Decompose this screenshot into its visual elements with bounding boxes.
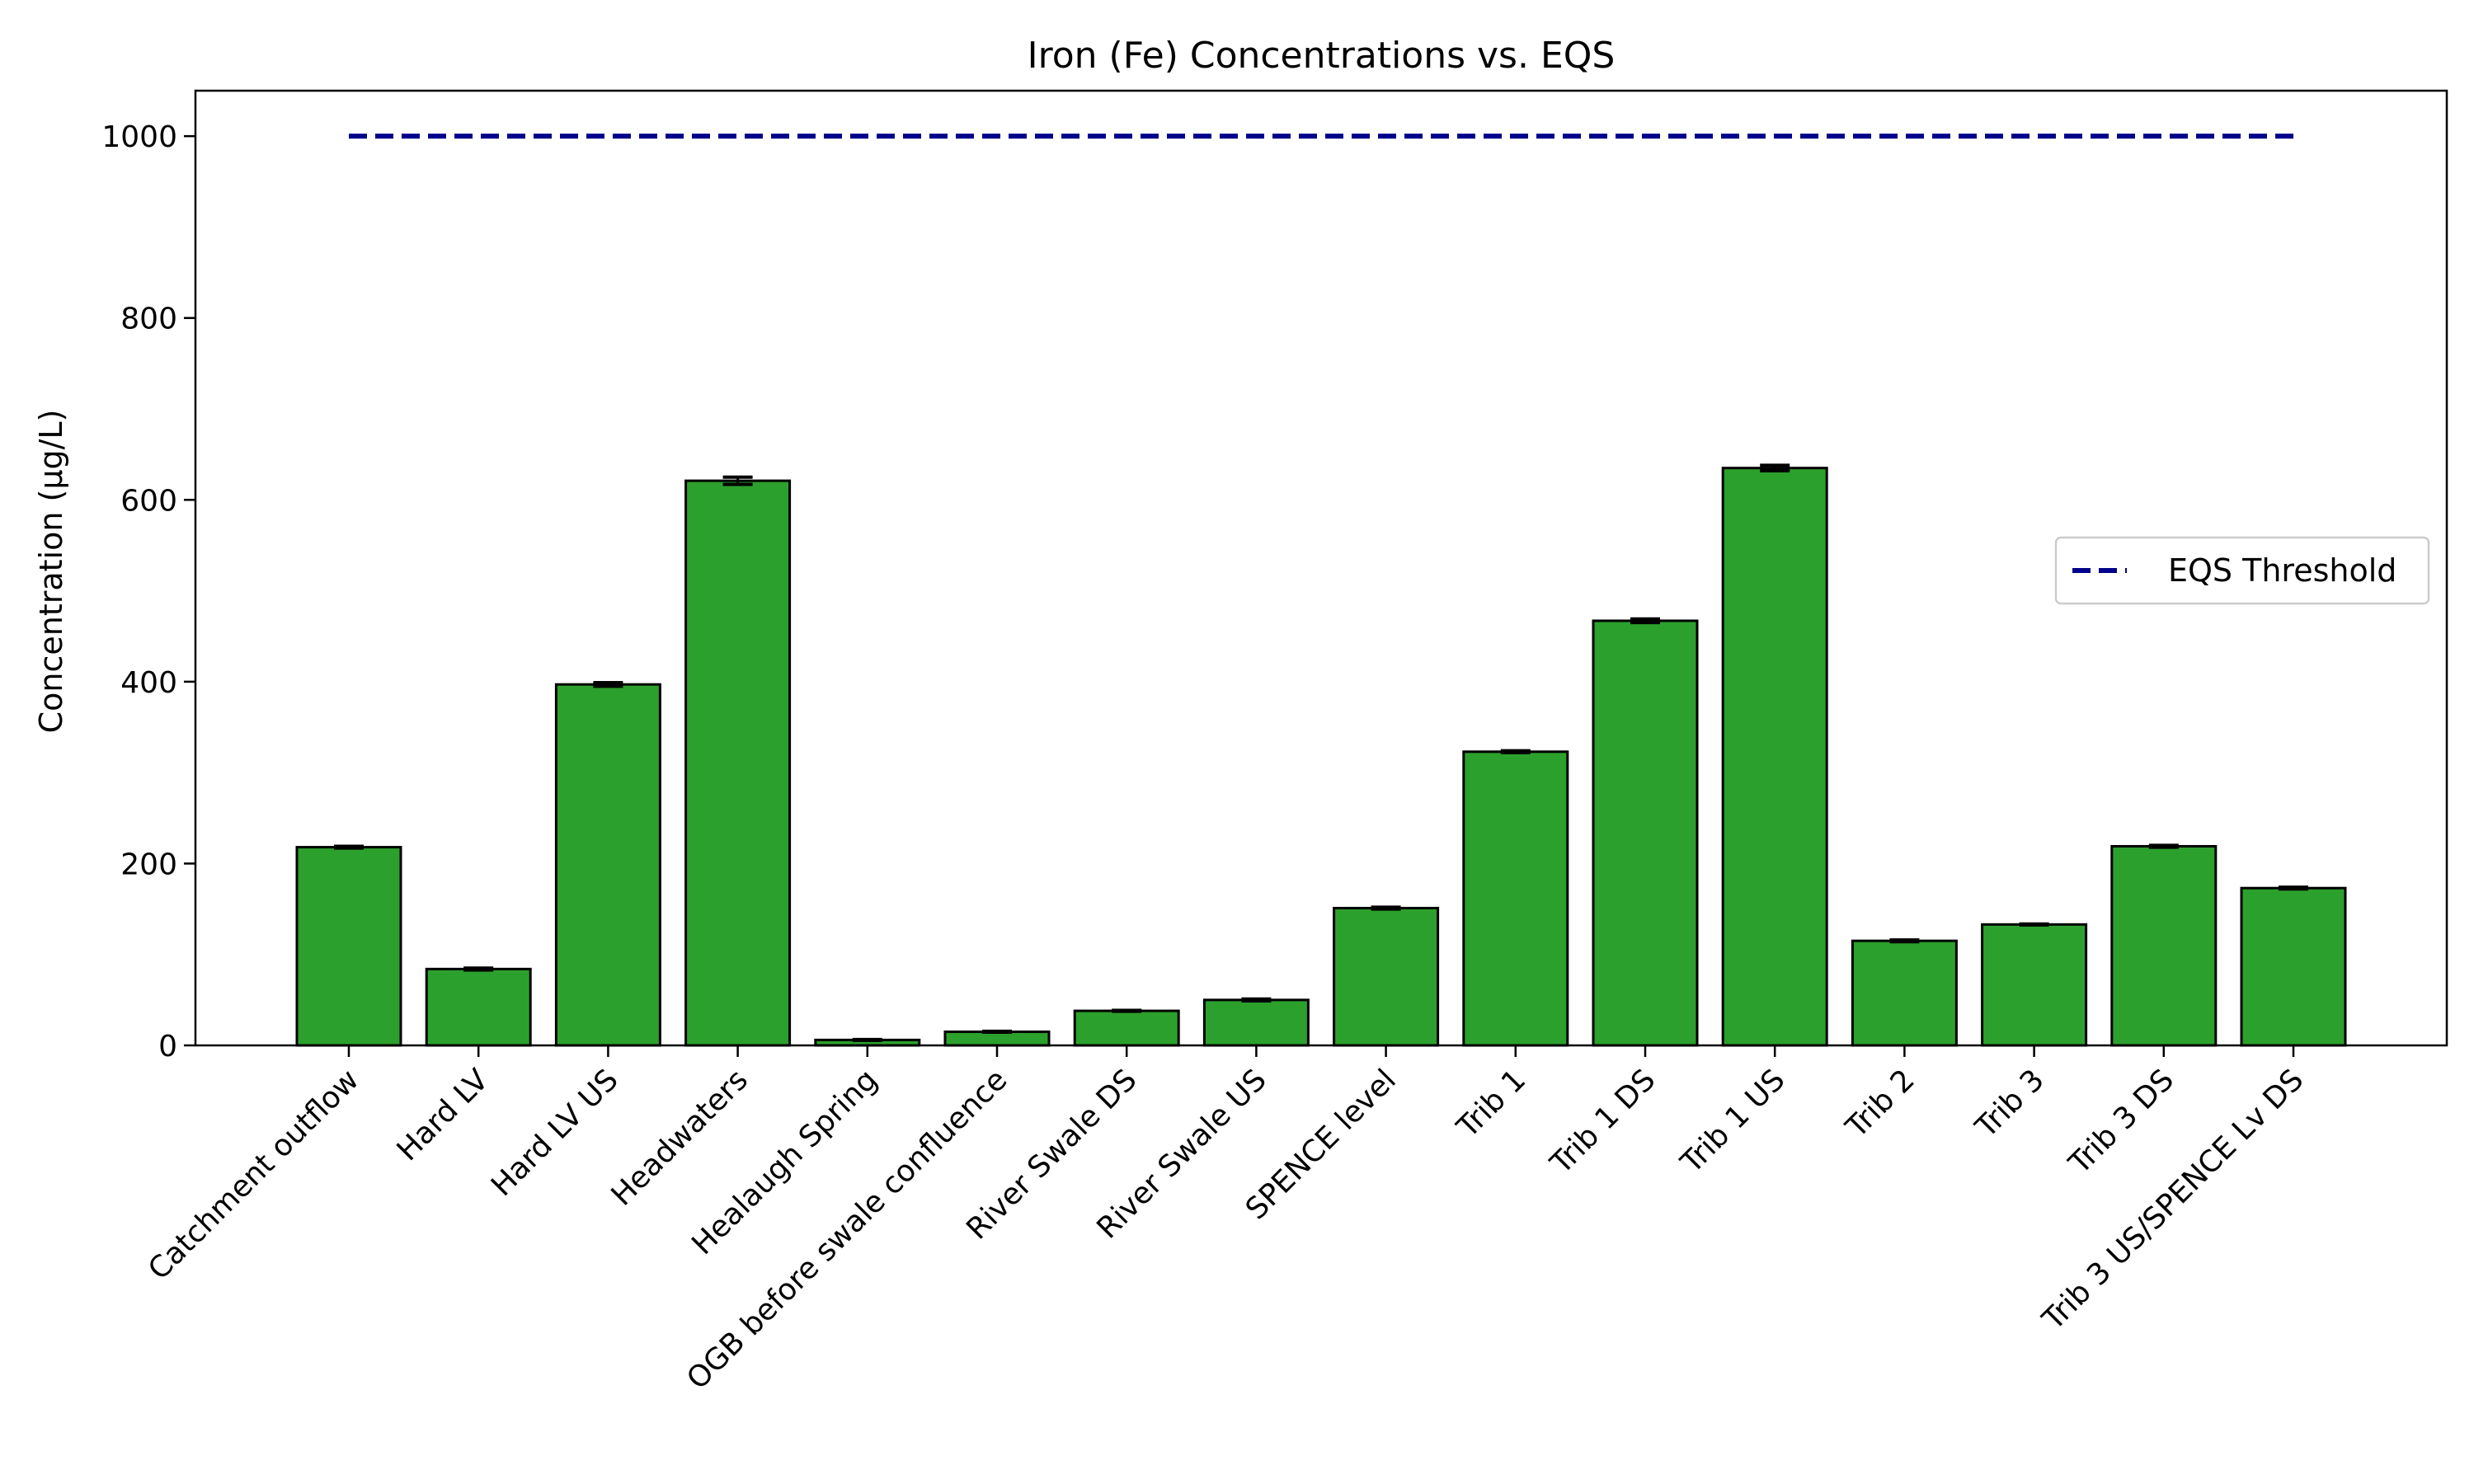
legend: EQS Threshold (2054, 536, 2430, 605)
bar (1333, 906, 1440, 1047)
bar (2240, 886, 2347, 1047)
plot-border (194, 89, 2448, 1047)
bar (2110, 844, 2218, 1047)
y-tick-label: 200 (120, 848, 177, 881)
bar (1073, 1009, 1180, 1047)
bar (1592, 619, 1699, 1047)
plot-frame (194, 89, 2448, 1047)
bar (1462, 750, 1569, 1047)
y-axis: 0 200 400 600 800 1000 (101, 120, 195, 1064)
bar (1202, 998, 1310, 1047)
bar (684, 479, 792, 1047)
bars (295, 463, 2347, 1047)
bar (1981, 923, 2088, 1047)
legend-box (2054, 536, 2430, 605)
y-axis-label: Concentration (µg/L) (33, 410, 69, 734)
bar (295, 846, 402, 1047)
bar (1851, 939, 1958, 1047)
bar (425, 967, 532, 1047)
bar (554, 683, 661, 1047)
y-tick-label: 600 (120, 484, 177, 518)
chart-title: Iron (Fe) Concentrations vs. EQS (1028, 35, 1616, 77)
y-tick-label: 400 (120, 666, 177, 700)
y-tick-label: 0 (158, 1030, 177, 1064)
y-tick-label: 1000 (101, 120, 177, 154)
bar (1721, 467, 1828, 1047)
legend-label: EQS Threshold (2168, 552, 2396, 589)
y-tick-label: 800 (120, 303, 177, 336)
